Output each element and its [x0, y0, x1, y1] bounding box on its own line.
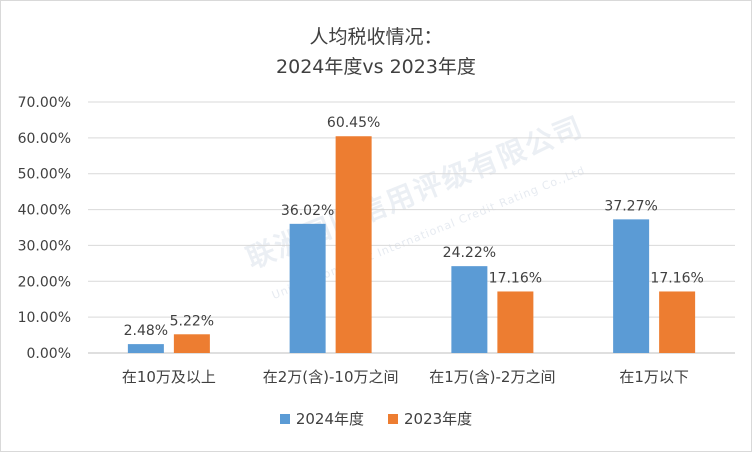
bar-2024 [127, 344, 164, 353]
legend-item-2024: 2024年度 [279, 408, 364, 429]
data-label: 36.02% [281, 203, 334, 219]
x-tick-label: 在2万(含)-10万之间 [263, 368, 399, 386]
y-tick-label: 50.00% [18, 167, 71, 183]
chart-title-line2: 2024年度vs 2023年度 [276, 56, 476, 78]
legend-item-2023: 2023年度 [388, 408, 472, 429]
y-tick-label: 30.00% [18, 238, 71, 254]
legend: 2024年度 2023年度 [0, 408, 752, 429]
x-tick-label: 在1万以下 [619, 368, 689, 386]
y-tick-label: 20.00% [18, 274, 71, 290]
data-label: 60.45% [327, 115, 380, 131]
bar-2024 [613, 219, 650, 353]
bar-2023 [335, 136, 372, 353]
data-label: 5.22% [170, 313, 214, 329]
y-tick-label: 0.00% [27, 346, 71, 362]
chart-title-line1: 人均税收情况： [309, 26, 443, 48]
legend-label-2023: 2023年度 [404, 410, 473, 428]
data-label: 2.48% [124, 323, 168, 339]
data-label: 37.27% [604, 198, 657, 214]
bar-2024 [289, 223, 326, 353]
bar-2024 [451, 266, 488, 353]
legend-swatch-2024 [279, 413, 290, 424]
data-label: 17.16% [489, 270, 542, 286]
data-label: 24.22% [443, 245, 496, 261]
bar-2023 [497, 291, 534, 353]
y-tick-label: 40.00% [18, 203, 71, 219]
y-tick-label: 60.00% [18, 131, 71, 147]
bar-2023 [173, 334, 210, 353]
y-tick-label: 10.00% [18, 310, 71, 326]
x-tick-label: 在10万及以上 [122, 368, 216, 386]
x-tick-label: 在1万(含)-2万之间 [429, 368, 555, 386]
y-tick-label: 70.00% [18, 95, 71, 111]
legend-label-2024: 2024年度 [295, 410, 364, 428]
data-label: 17.16% [650, 270, 703, 286]
legend-swatch-2023 [388, 413, 398, 424]
bar-2023 [659, 291, 696, 353]
